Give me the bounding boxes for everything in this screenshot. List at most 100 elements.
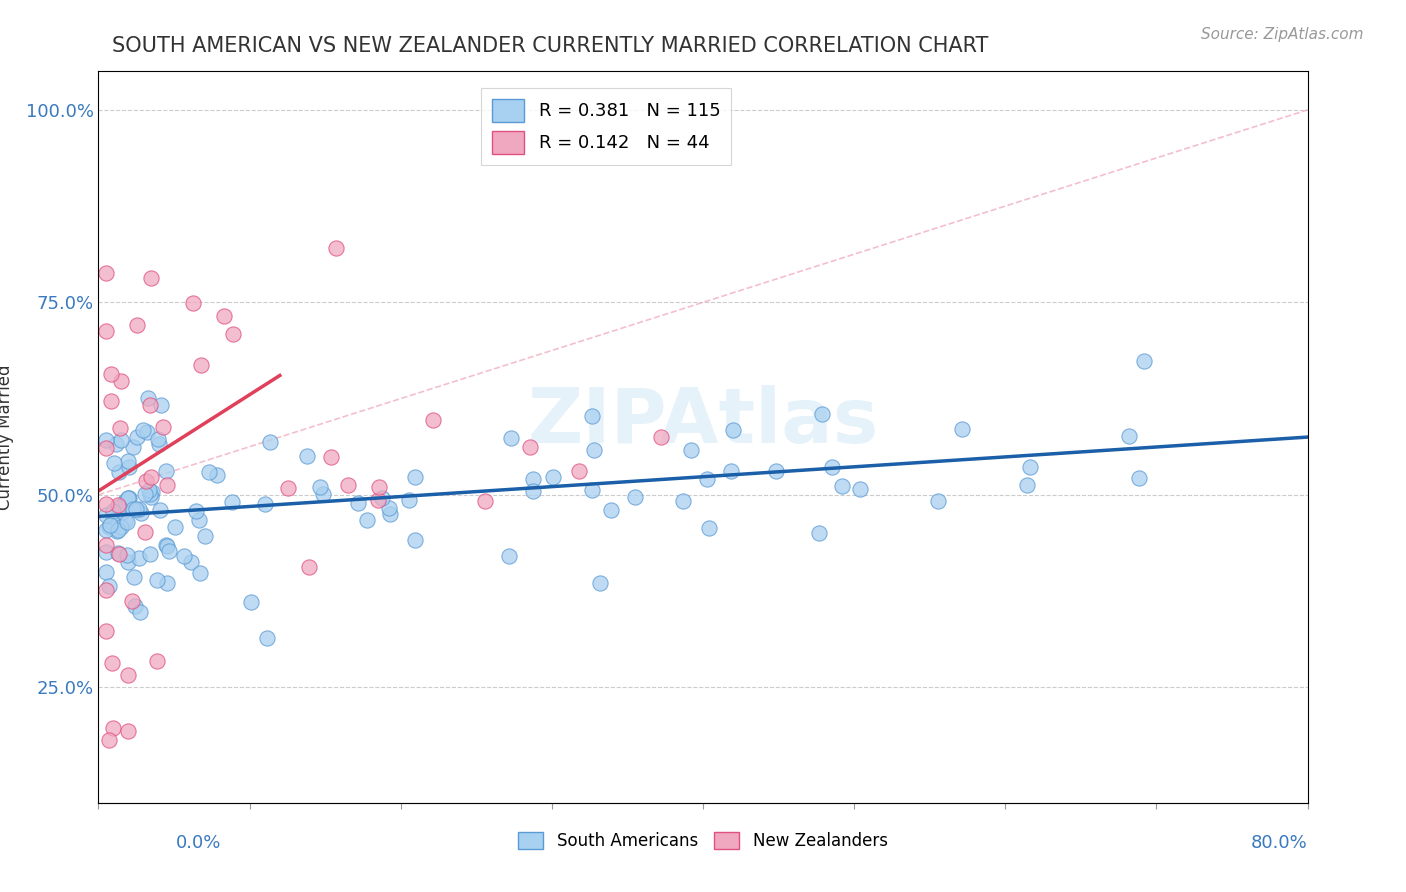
South Americans [256,632,278,646]
South Americans [259,434,281,449]
South Americans [1017,477,1039,491]
South Americans [398,493,420,508]
South Americans [180,555,202,569]
South Americans [128,551,150,566]
New Zealanders [474,494,496,508]
South Americans [148,503,170,517]
New Zealanders [650,430,672,444]
South Americans [173,549,195,564]
South Americans [94,523,117,537]
South Americans [311,486,333,500]
South Americans [723,423,745,437]
South Americans [111,505,134,519]
South Americans [98,520,121,534]
Legend: South Americans, New Zealanders: South Americans, New Zealanders [512,825,894,856]
New Zealanders [94,324,117,338]
South Americans [1118,429,1140,443]
South Americans [141,484,163,499]
New Zealanders [139,398,162,412]
South Americans [356,513,378,527]
New Zealanders [117,724,139,739]
South Americans [138,391,160,405]
South Americans [681,443,703,458]
South Americans [240,595,263,609]
South Americans [378,500,401,515]
Y-axis label: Currently Married: Currently Married [0,364,14,510]
South Americans [129,606,152,620]
South Americans [94,566,117,580]
South Americans [720,464,742,478]
New Zealanders [319,450,342,464]
South Americans [194,529,217,543]
South Americans [697,521,720,535]
New Zealanders [108,547,131,561]
South Americans [125,502,148,516]
New Zealanders [117,668,139,682]
South Americans [205,468,228,483]
South Americans [114,514,136,528]
South Americans [122,502,145,516]
New Zealanders [108,421,131,435]
New Zealanders [367,493,389,508]
New Zealanders [146,655,169,669]
South Americans [378,507,401,521]
South Americans [254,497,277,511]
New Zealanders [107,498,129,512]
New Zealanders [156,477,179,491]
New Zealanders [368,480,391,494]
New Zealanders [135,474,157,488]
New Zealanders [94,266,117,280]
New Zealanders [152,420,174,434]
New Zealanders [121,594,143,608]
New Zealanders [103,721,125,735]
South Americans [197,465,219,479]
South Americans [107,546,129,560]
New Zealanders [94,624,117,639]
South Americans [117,491,139,506]
South Americans [105,436,128,450]
New Zealanders [139,470,162,484]
South Americans [122,440,145,454]
South Americans [132,423,155,437]
New Zealanders [110,374,132,388]
South Americans [110,433,132,447]
South Americans [155,575,177,590]
South Americans [115,515,138,529]
South Americans [94,434,117,448]
South Americans [927,493,949,508]
South Americans [101,515,124,529]
South Americans [404,533,426,547]
South Americans [94,508,117,523]
South Americans [1133,353,1156,368]
South Americans [118,491,141,505]
South Americans [950,422,973,436]
South Americans [581,483,603,497]
South Americans [124,569,146,583]
South Americans [1019,460,1042,475]
South Americans [107,500,129,514]
South Americans [221,495,243,509]
South Americans [765,464,787,478]
New Zealanders [100,656,122,670]
South Americans [148,437,170,451]
New Zealanders [519,440,541,454]
South Americans [498,549,520,564]
South Americans [117,555,139,569]
Text: ZIPAtlas: ZIPAtlas [527,385,879,459]
South Americans [807,526,830,541]
South Americans [124,599,146,614]
South Americans [108,465,131,479]
New Zealanders [190,358,212,372]
South Americans [117,460,139,475]
South Americans [127,430,149,444]
South Americans [581,409,603,423]
South Americans [186,504,208,518]
New Zealanders [94,497,117,511]
South Americans [103,504,125,518]
New Zealanders [100,394,122,409]
South Americans [114,493,136,508]
South Americans [811,407,834,421]
New Zealanders [325,242,347,256]
Text: SOUTH AMERICAN VS NEW ZEALANDER CURRENTLY MARRIED CORRELATION CHART: SOUTH AMERICAN VS NEW ZEALANDER CURRENTL… [112,36,988,55]
South Americans [107,524,129,538]
